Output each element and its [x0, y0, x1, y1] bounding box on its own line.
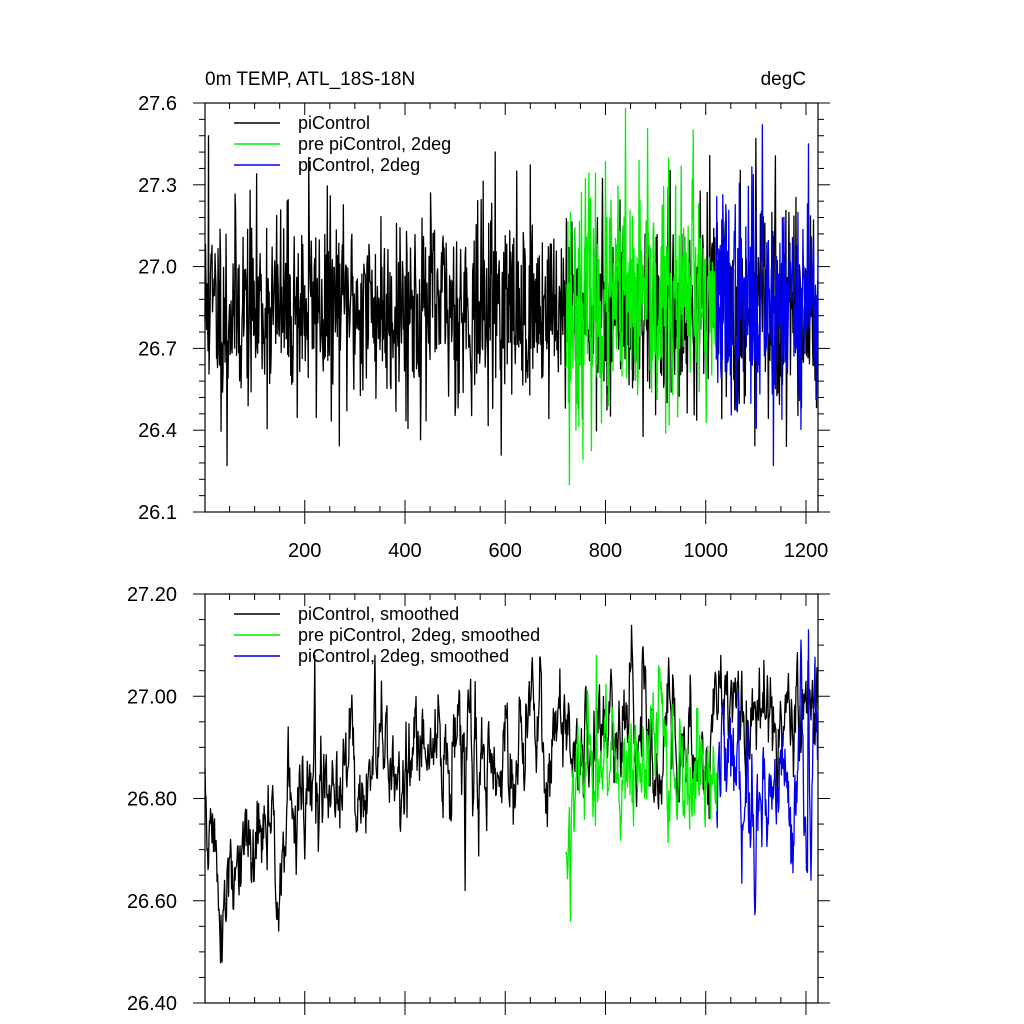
top-legend-label: pre piControl, 2deg	[298, 134, 451, 154]
top-x-tick-label: 200	[288, 540, 321, 562]
bottom-axes: 26.40 26.60 26.80 27.00 27.20	[127, 584, 830, 1015]
top-legend-label: piControl, 2deg	[298, 155, 420, 175]
bottom-series-line-1	[204, 624, 819, 964]
top-axes: 26.1 26.4 26.7 27.0 27.3 27.6 200 400 600 800 1000…	[138, 93, 830, 562]
top-series-group	[204, 107, 819, 486]
top-y-tick-label: 27.0	[138, 257, 177, 279]
bottom-legend-label: piControl, 2deg, smoothed	[298, 646, 509, 666]
bottom-series-group	[204, 624, 819, 964]
chart-title: 0m TEMP, ATL_18S-18N	[205, 69, 415, 90]
top-y-tick-label: 27.6	[138, 93, 177, 115]
bottom-y-tick-label: 27.20	[127, 584, 177, 606]
bottom-y-tick-label: 26.60	[127, 891, 177, 913]
bottom-y-tick-label: 26.80	[127, 789, 177, 811]
units-label: degC	[761, 69, 806, 90]
bottom-series-line-3	[715, 629, 819, 916]
top-series-line-3	[715, 124, 819, 467]
bottom-y-tick-label: 26.40	[127, 993, 177, 1015]
bottom-series-line-2	[565, 654, 719, 922]
top-legend-label: piControl	[298, 113, 370, 133]
top-x-tick-label: 400	[388, 540, 421, 562]
bottom-y-tick-label: 27.00	[127, 686, 177, 708]
bottom-legend-label: pre piControl, 2deg, smoothed	[298, 625, 540, 645]
top-panel: 26.1 26.4 26.7 27.0 27.3 27.6 200 400 600 800 1000…	[138, 93, 830, 562]
top-x-tick-label: 1200	[784, 540, 829, 562]
top-y-tick-label: 26.7	[138, 338, 177, 360]
top-y-tick-label: 26.1	[138, 502, 177, 524]
top-x-tick-label: 800	[589, 540, 622, 562]
top-y-tick-label: 26.4	[138, 420, 177, 442]
top-x-tick-label: 1000	[683, 540, 728, 562]
top-y-tick-label: 27.3	[138, 175, 177, 197]
bottom-legend-label: piControl, smoothed	[298, 604, 459, 624]
top-series-line-2	[565, 107, 719, 486]
bottom-panel: 26.40 26.60 26.80 27.00 27.20 piControl, smo…	[127, 584, 830, 1015]
top-x-tick-label: 600	[489, 540, 522, 562]
